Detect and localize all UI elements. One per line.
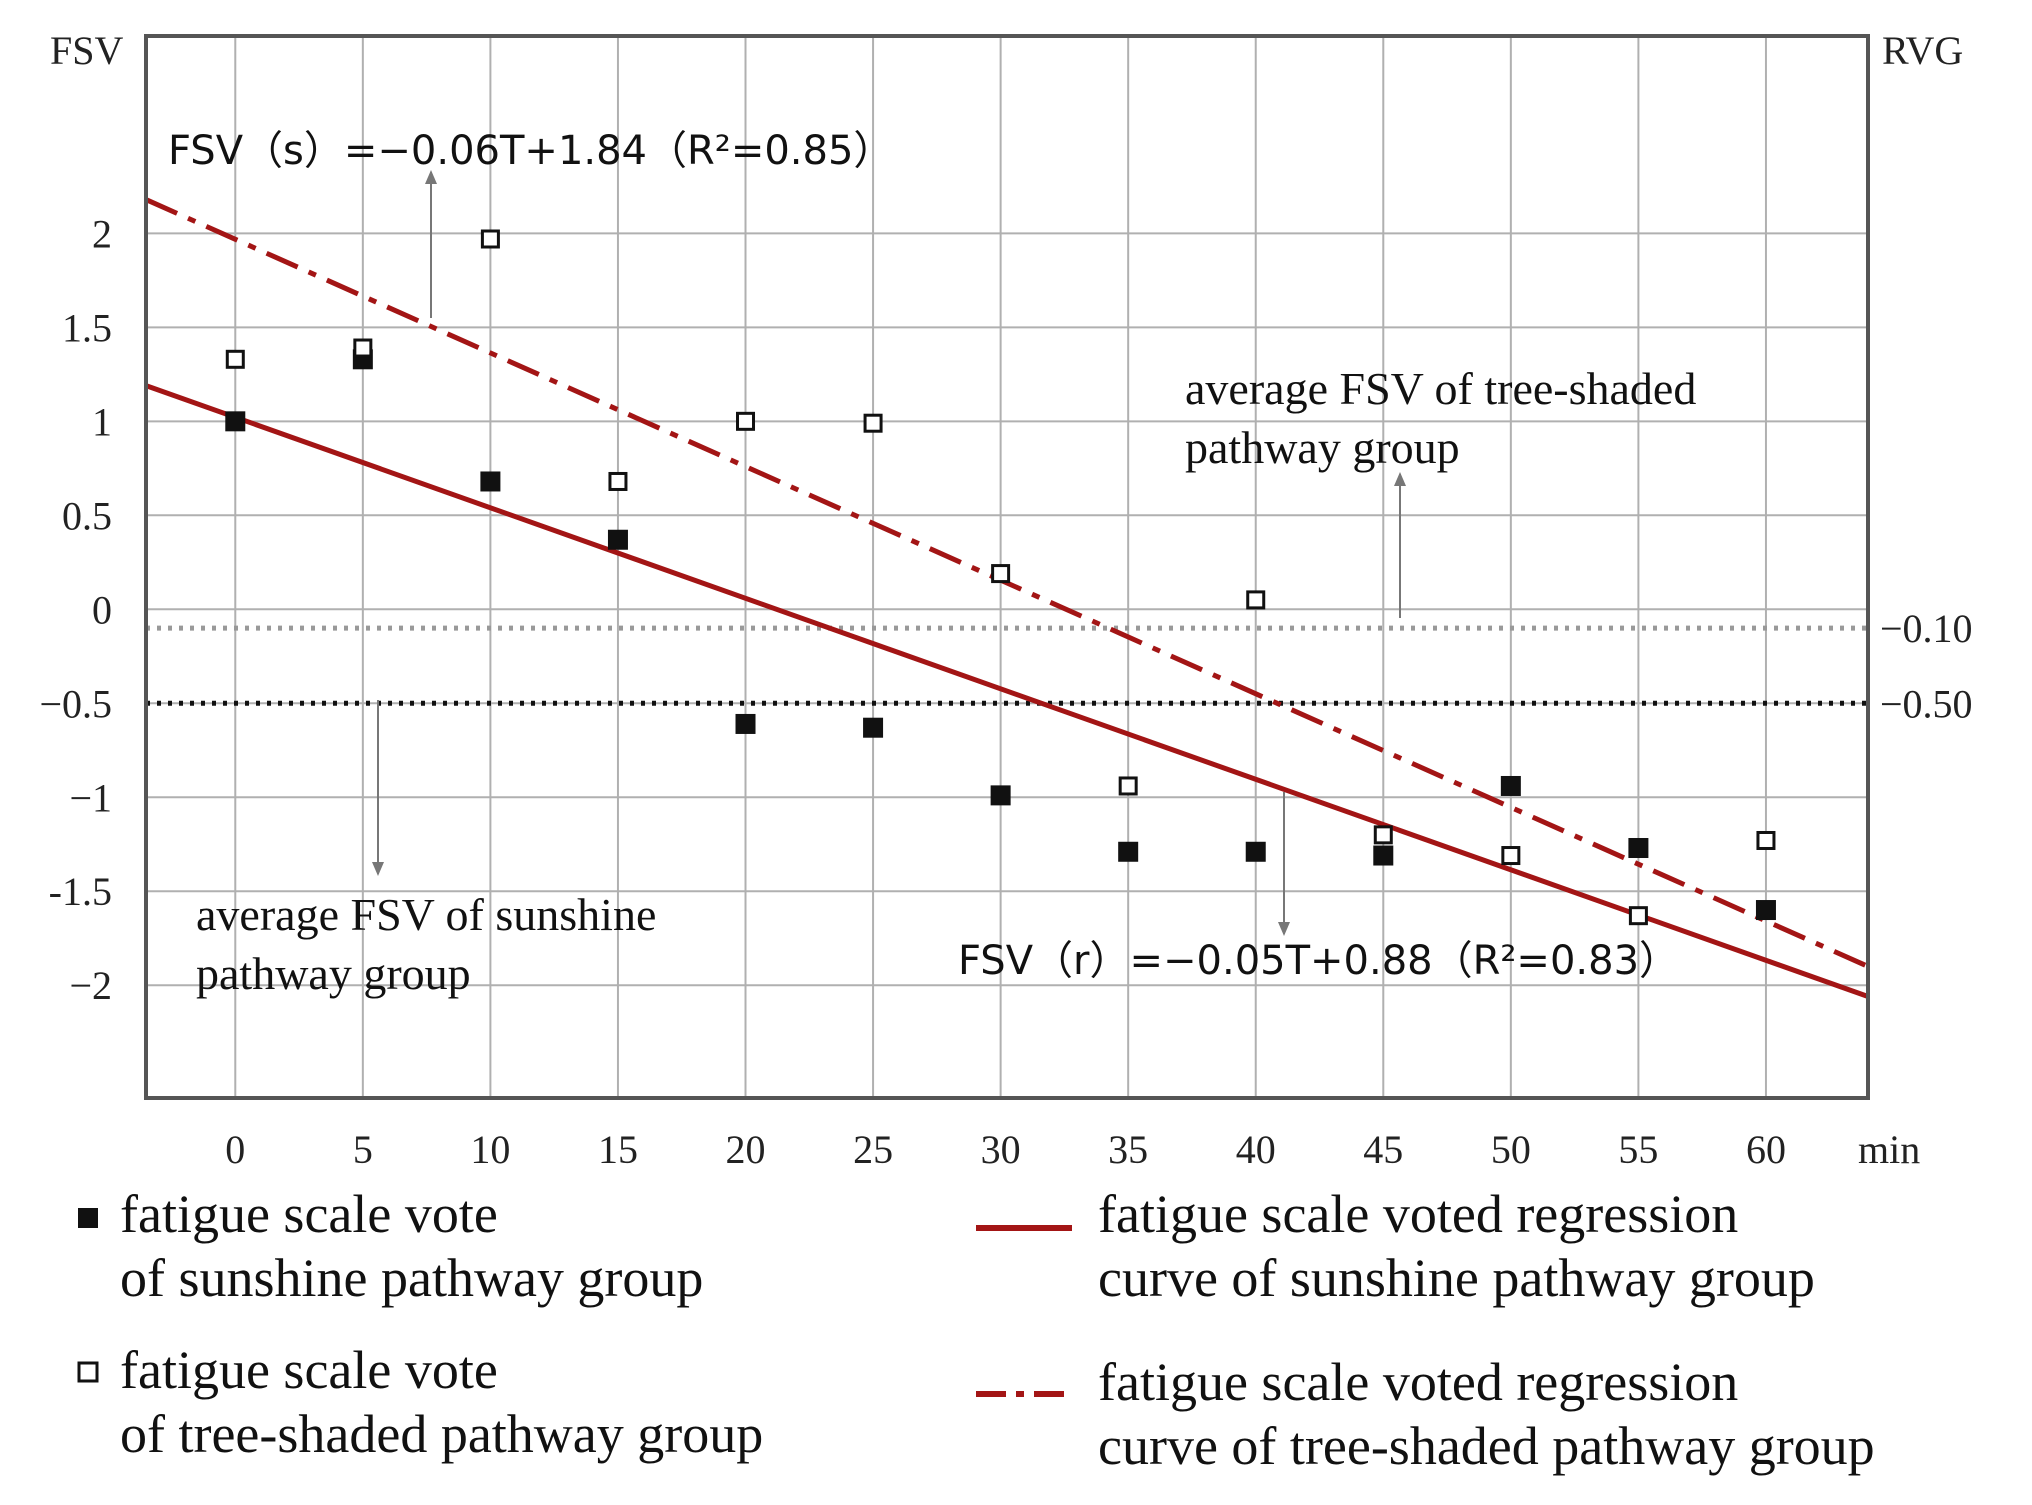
data-point-tree-shaded bbox=[480, 229, 500, 249]
equation-sunshine: FSV（r）=−0.05T+0.88（R²=0.83） bbox=[958, 938, 1679, 984]
legend-label-line1: fatigue scale voted regression bbox=[1098, 1184, 1738, 1244]
data-point-sunshine bbox=[1755, 900, 1776, 921]
data-point-sunshine bbox=[480, 471, 501, 492]
legend-item-sunshine-regression: fatigue scale voted regression curve of … bbox=[976, 1184, 1815, 1308]
x-tick-label: 20 bbox=[726, 1127, 766, 1172]
x-tick-label: 0 bbox=[225, 1127, 245, 1172]
data-point-tree-shaded bbox=[1246, 590, 1266, 610]
legend-label-line2: of sunshine pathway group bbox=[120, 1248, 703, 1308]
y-tick-label: −1 bbox=[69, 775, 112, 820]
x-tick-label: 50 bbox=[1491, 1127, 1531, 1172]
avg-shaded-annotation-line1: average FSV of tree-shaded bbox=[1185, 363, 1696, 414]
legend-label-line2: curve of sunshine pathway group bbox=[1098, 1248, 1815, 1308]
x-tick-label: 60 bbox=[1746, 1127, 1786, 1172]
data-point-tree-shaded bbox=[1628, 906, 1648, 926]
legend-label-line2: curve of tree-shaded pathway group bbox=[1098, 1416, 1875, 1476]
data-point-sunshine bbox=[863, 717, 884, 738]
legend-symbol-open-square bbox=[77, 1361, 99, 1383]
legend-symbol-filled-square bbox=[78, 1208, 98, 1228]
data-point-sunshine bbox=[607, 529, 628, 550]
reference-lines: −0.10 −0.50 bbox=[146, 606, 1973, 726]
annotation-arrowhead bbox=[425, 170, 437, 184]
annotation-arrowhead bbox=[372, 862, 384, 876]
y-tick-label: 1.5 bbox=[62, 305, 112, 350]
legend-label-line1: fatigue scale voted regression bbox=[1098, 1352, 1738, 1412]
x-tick-label: 35 bbox=[1108, 1127, 1148, 1172]
x-tick-label: 25 bbox=[853, 1127, 893, 1172]
data-point-tree-shaded bbox=[1501, 846, 1521, 866]
y-tick-label: 0 bbox=[92, 587, 112, 632]
data-point-tree-shaded bbox=[1373, 825, 1393, 845]
x-tick-label: 40 bbox=[1236, 1127, 1276, 1172]
data-point-sunshine bbox=[735, 713, 756, 734]
tick-labels: 0 5 10 15 20 25 30 35 40 45 50 55 60 2 1.5 1 0.5 0 −0.5 −1 -… bbox=[39, 211, 1786, 1172]
data-point-tree-shaded bbox=[736, 411, 756, 431]
x-tick-label: 55 bbox=[1618, 1127, 1658, 1172]
y-tick-label: −0.5 bbox=[39, 681, 112, 726]
avg-shaded-annotation-line2: pathway group bbox=[1185, 422, 1460, 473]
grid-lines bbox=[146, 36, 1868, 1098]
regression-line bbox=[145, 383, 1869, 999]
right-axis-label: RVG bbox=[1882, 28, 1963, 73]
data-point-sunshine bbox=[1245, 841, 1266, 862]
data-point-sunshine bbox=[1500, 775, 1521, 796]
legend-item-shaded-votes: fatigue scale vote of tree-shaded pathwa… bbox=[77, 1340, 763, 1464]
y-tick-label: 2 bbox=[92, 211, 112, 256]
data-point-tree-shaded bbox=[608, 471, 628, 491]
legend-item-shaded-regression: fatigue scale voted regression curve of … bbox=[976, 1352, 1875, 1476]
x-unit-label: min bbox=[1858, 1127, 1920, 1172]
x-tick-label: 5 bbox=[353, 1127, 373, 1172]
x-tick-label: 30 bbox=[981, 1127, 1021, 1172]
equation-shaded: FSV（s）=−0.06T+1.84（R²=0.85） bbox=[168, 128, 893, 174]
reference-line-label: −0.50 bbox=[1880, 681, 1973, 726]
data-point-sunshine bbox=[990, 785, 1011, 806]
legend-label-line2: of tree-shaded pathway group bbox=[120, 1404, 763, 1464]
data-point-tree-shaded bbox=[353, 338, 373, 358]
legend: fatigue scale vote of sunshine pathway g… bbox=[77, 1184, 1875, 1476]
data-point-tree-shaded bbox=[991, 564, 1011, 584]
annotation-arrows bbox=[372, 170, 1406, 936]
annotation-arrowhead bbox=[1394, 472, 1406, 486]
x-tick-label: 15 bbox=[598, 1127, 638, 1172]
data-point-sunshine bbox=[1628, 838, 1649, 859]
y-tick-label: 1 bbox=[92, 399, 112, 444]
regression-lines bbox=[144, 197, 1870, 999]
data-point-sunshine bbox=[1118, 841, 1139, 862]
legend-label-line1: fatigue scale vote bbox=[120, 1184, 498, 1244]
legend-item-sunshine-votes: fatigue scale vote of sunshine pathway g… bbox=[78, 1184, 703, 1308]
data-point-tree-shaded bbox=[1756, 830, 1776, 850]
data-point-tree-shaded bbox=[225, 349, 245, 369]
y-tick-label: -1.5 bbox=[49, 869, 112, 914]
data-points bbox=[225, 229, 1776, 926]
x-tick-label: 45 bbox=[1363, 1127, 1403, 1172]
left-axis-label: FSV bbox=[50, 28, 123, 73]
reference-line-label: −0.10 bbox=[1880, 606, 1973, 651]
data-point-tree-shaded bbox=[863, 413, 883, 433]
data-point-tree-shaded bbox=[1118, 776, 1138, 796]
legend-label-line1: fatigue scale vote bbox=[120, 1340, 498, 1400]
avg-sunshine-annotation-line1: average FSV of sunshine bbox=[196, 889, 656, 940]
data-point-sunshine bbox=[1373, 845, 1394, 866]
data-point-sunshine bbox=[225, 411, 246, 432]
y-tick-label: 0.5 bbox=[62, 493, 112, 538]
plot-frame bbox=[144, 34, 1870, 1100]
x-tick-label: 10 bbox=[470, 1127, 510, 1172]
avg-sunshine-annotation-line2: pathway group bbox=[196, 948, 471, 999]
annotation-arrowhead bbox=[1278, 922, 1290, 936]
y-tick-label: −2 bbox=[69, 963, 112, 1008]
